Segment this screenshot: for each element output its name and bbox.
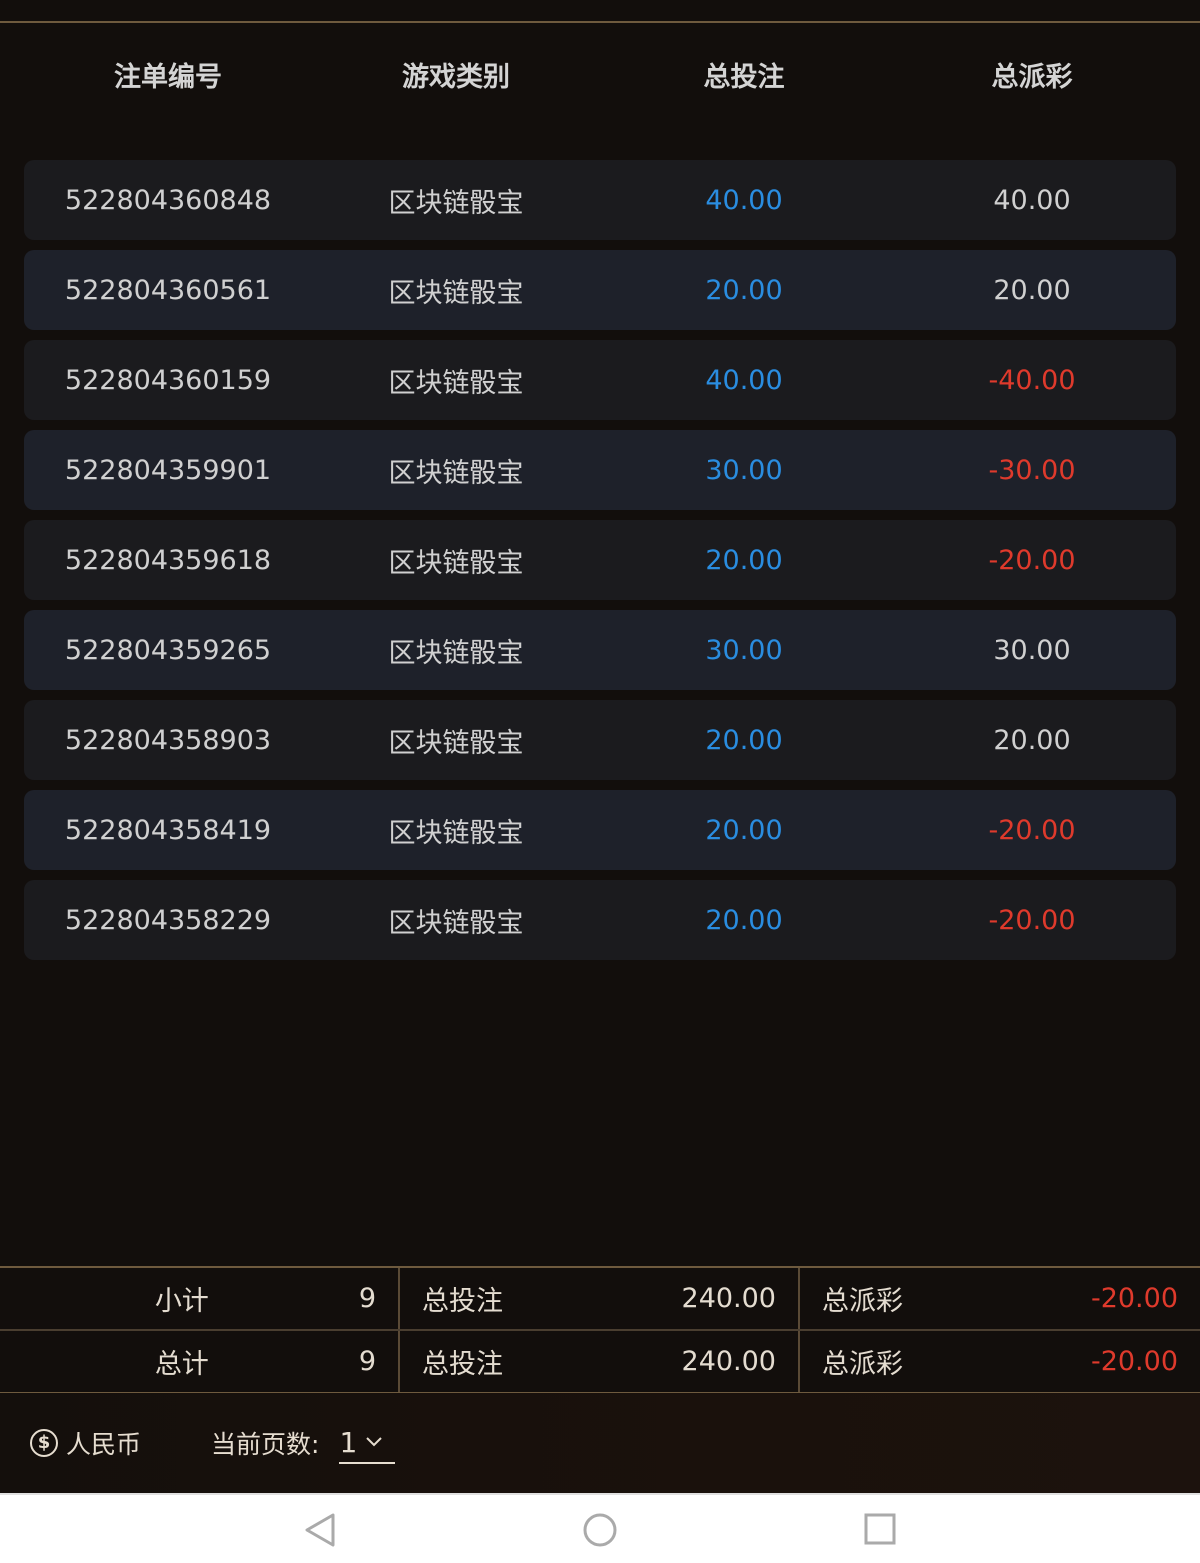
bet-id: 522804359901	[64, 454, 272, 486]
currency-selector[interactable]: $ 人民币	[30, 1425, 141, 1461]
game-type: 区块链骰宝	[388, 457, 524, 489]
bet-id: 522804359618	[64, 544, 272, 576]
bet-record-row[interactable]: 522804359618 区块链骰宝 20.00 -20.00	[24, 520, 1176, 600]
bet-record-list: 522804360848 区块链骰宝 40.00 40.00 522804360561 区…	[24, 160, 1176, 970]
total-bet: 240.00	[681, 1346, 776, 1377]
bet-id: 522804358903	[64, 724, 272, 756]
total-bet: 20.00	[705, 274, 783, 306]
total-payout-label: 总派彩	[822, 1349, 903, 1380]
bet-id: 522804359265	[64, 634, 272, 666]
bet-id: 522804358229	[64, 904, 272, 936]
recents-icon[interactable]	[864, 1513, 896, 1549]
total-payout: -30.00	[988, 454, 1076, 486]
game-type: 区块链骰宝	[388, 367, 524, 399]
game-type: 区块链骰宝	[388, 907, 524, 939]
total-bet: 30.00	[705, 634, 783, 666]
game-type: 区块链骰宝	[388, 187, 524, 219]
total-bet: 20.00	[705, 724, 783, 756]
top-divider	[0, 21, 1200, 23]
total-payout: 30.00	[993, 634, 1071, 666]
bet-id: 522804358419	[64, 814, 272, 846]
total-bet: 30.00	[705, 454, 783, 486]
subtotal-bet: 240.00	[681, 1283, 776, 1314]
game-type: 区块链骰宝	[388, 637, 524, 669]
page-value: 1	[339, 1425, 358, 1459]
game-type: 区块链骰宝	[388, 817, 524, 849]
total-bet: 40.00	[705, 364, 783, 396]
header-game-type: 游戏类别	[402, 62, 510, 93]
bet-record-row[interactable]: 522804360159 区块链骰宝 40.00 -40.00	[24, 340, 1176, 420]
bet-id: 522804360159	[64, 364, 272, 396]
chevron-down-icon	[366, 1437, 382, 1447]
bet-record-row[interactable]: 522804358419 区块链骰宝 20.00 -20.00	[24, 790, 1176, 870]
page-label: 当前页数:	[211, 1430, 320, 1459]
total-bet: 20.00	[705, 544, 783, 576]
total-payout: -20.00	[988, 814, 1076, 846]
table-header: 注单编号 游戏类别 总投注 总派彩	[24, 50, 1176, 106]
bet-id: 522804360848	[64, 184, 272, 216]
total-bet: 20.00	[705, 904, 783, 936]
home-icon[interactable]	[583, 1513, 617, 1551]
total-payout: -20.00	[988, 904, 1076, 936]
summary-table: 小计 9 总投注 240.00 总派彩 -20.00 总计 9 总投注 240.00 总派…	[0, 1266, 1200, 1394]
total-label: 总计	[154, 1349, 209, 1380]
total-bet-label: 总投注	[422, 1349, 503, 1380]
total-payout: 40.00	[993, 184, 1071, 216]
total-payout: 20.00	[993, 274, 1071, 306]
subtotal-payout-label: 总派彩	[822, 1286, 903, 1317]
total-count: 9	[358, 1346, 376, 1377]
total-payout: -20.00	[1090, 1346, 1178, 1377]
subtotal-payout: -20.00	[1090, 1283, 1178, 1314]
bet-record-row[interactable]: 522804359901 区块链骰宝 30.00 -30.00	[24, 430, 1176, 510]
bet-record-row[interactable]: 522804358229 区块链骰宝 20.00 -20.00	[24, 880, 1176, 960]
total-bet: 20.00	[705, 814, 783, 846]
game-type: 区块链骰宝	[388, 727, 524, 759]
page-select[interactable]: 1	[339, 1422, 396, 1464]
total-payout: -20.00	[988, 544, 1076, 576]
total-bet: 40.00	[705, 184, 783, 216]
system-nav-bar	[0, 1493, 1200, 1563]
header-bet-id: 注单编号	[114, 62, 222, 93]
header-total-payout: 总派彩	[991, 62, 1073, 93]
total-row: 总计 9 总投注 240.00 总派彩 -20.00	[0, 1329, 1200, 1392]
header-total-bet: 总投注	[703, 62, 785, 93]
bet-record-row[interactable]: 522804360561 区块链骰宝 20.00 20.00	[24, 250, 1176, 330]
bet-id: 522804360561	[64, 274, 272, 306]
total-payout: -40.00	[988, 364, 1076, 396]
total-payout: 20.00	[993, 724, 1071, 756]
bet-record-row[interactable]: 522804359265 区块链骰宝 30.00 30.00	[24, 610, 1176, 690]
back-icon[interactable]	[303, 1513, 337, 1551]
subtotal-label: 小计	[154, 1286, 209, 1317]
subtotal-row: 小计 9 总投注 240.00 总派彩 -20.00	[0, 1268, 1200, 1329]
bet-record-row[interactable]: 522804360848 区块链骰宝 40.00 40.00	[24, 160, 1176, 240]
game-type: 区块链骰宝	[388, 277, 524, 309]
footer-bar: $ 人民币 当前页数: 1	[0, 1393, 1200, 1493]
bet-record-row[interactable]: 522804358903 区块链骰宝 20.00 20.00	[24, 700, 1176, 780]
subtotal-bet-label: 总投注	[422, 1286, 503, 1317]
currency-label: 人民币	[66, 1430, 142, 1459]
subtotal-count: 9	[358, 1283, 376, 1314]
dollar-coin-icon: $	[30, 1429, 58, 1457]
game-type: 区块链骰宝	[388, 547, 524, 579]
